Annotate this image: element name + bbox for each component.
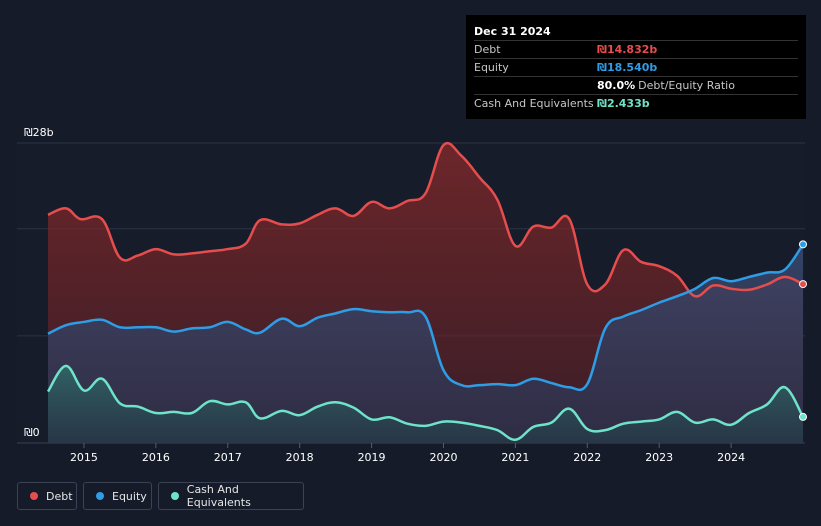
tooltip-label: [474, 77, 597, 94]
area-cash-and-equivalents: [48, 365, 803, 443]
tooltip-label: Cash And Equivalents: [474, 97, 594, 110]
series-areas: [48, 143, 803, 443]
x-tick-label: 2020: [429, 451, 457, 464]
tooltip-row-ratio: 80.0% Debt/Equity Ratio: [474, 76, 798, 94]
x-tick-label: 2017: [214, 451, 242, 464]
tooltip-label: Equity: [474, 61, 509, 74]
legend-label-equity: Equity: [112, 489, 147, 503]
x-tick-label: 2021: [501, 451, 529, 464]
tooltip-value-ratio: 80.0%: [597, 79, 636, 92]
legend-item-debt[interactable]: Debt: [17, 482, 77, 510]
y-tick-zero: ₪0: [24, 426, 40, 439]
area-equity: [48, 244, 803, 443]
tooltip-row-equity: Equity ₪18.540b: [474, 58, 798, 76]
legend-item-equity[interactable]: Equity: [83, 482, 152, 510]
y-tick-top: ₪28b: [24, 126, 54, 139]
x-tick-label: 2019: [358, 451, 386, 464]
endpoint-equity: [799, 240, 807, 249]
tooltip-value-equity: ₪18.540b: [597, 61, 658, 74]
series-endpoints: [799, 240, 807, 421]
x-tick-label: 2024: [717, 451, 745, 464]
tooltip-ratio-label: Debt/Equity Ratio: [638, 79, 735, 92]
legend-dot-debt: [30, 492, 38, 500]
tooltip-row-cash: Cash And Equivalents ₪2.433b: [474, 94, 798, 112]
tooltip-date: Dec 31 2024: [474, 25, 551, 38]
line-cash-and-equivalents: [46, 364, 805, 442]
endpoint-cash-and-equivalents: [799, 412, 807, 421]
legend-label-debt: Debt: [46, 489, 73, 503]
x-tick-label: 2018: [286, 451, 314, 464]
legend-label-cash: Cash And Equivalents: [186, 483, 251, 509]
line-equity: [47, 243, 805, 392]
legend-item-cash[interactable]: Cash And Equivalents: [158, 482, 304, 510]
tooltip-value-debt: ₪14.832b: [597, 43, 658, 56]
x-tick-label: 2022: [573, 451, 601, 464]
tooltip-panel: Dec 31 2024 Debt ₪14.832b Equity ₪18.540…: [466, 15, 806, 119]
tooltip-value-cash: ₪2.433b: [597, 97, 650, 110]
x-tick-label: 2015: [70, 451, 98, 464]
legend-dot-cash: [171, 492, 179, 500]
line-debt: [47, 141, 804, 298]
x-axis-ticks: 2015 2016 2017 2018 2019 2020 2021 2022 2023 2024: [70, 443, 745, 464]
tooltip-label: Debt: [474, 43, 501, 56]
x-tick-label: 2016: [142, 451, 170, 464]
endpoint-debt: [799, 280, 807, 289]
series-lines: [46, 141, 805, 442]
legend-dot-equity: [96, 492, 104, 500]
tooltip-row-debt: Debt ₪14.832b: [474, 40, 798, 58]
x-tick-label: 2023: [645, 451, 673, 464]
